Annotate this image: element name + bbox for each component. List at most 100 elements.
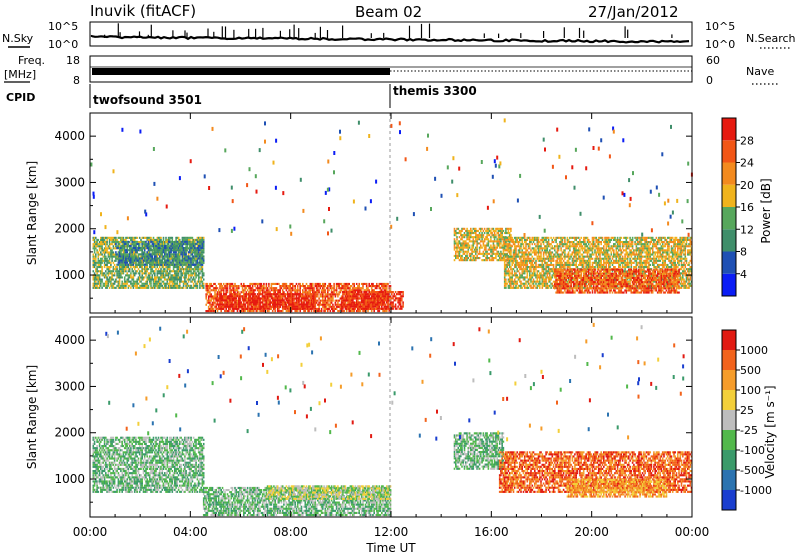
power-echo-cell — [181, 238, 184, 241]
power-echo-cell — [264, 301, 266, 304]
power-echo-cell — [255, 287, 258, 290]
power-echo-cell — [135, 247, 137, 250]
power-echo-cell — [481, 227, 483, 230]
power-echo-cell — [175, 259, 177, 262]
power-echo-cell — [138, 278, 141, 281]
power-echo-cell — [345, 305, 348, 308]
power-echo-cell — [131, 253, 133, 256]
power-echo-cell — [143, 266, 146, 269]
power-echo-cell — [496, 252, 498, 255]
power-echo-cell — [337, 295, 339, 298]
power-echo-cell — [98, 278, 101, 281]
power-echo-cell — [360, 287, 363, 290]
nsky-trace — [90, 23, 690, 44]
power-echo-cell — [250, 301, 253, 304]
power-echo-cell — [329, 299, 332, 302]
power-echo-cell — [169, 236, 171, 239]
power-echo-cell — [289, 305, 291, 308]
power-echo-cell — [192, 238, 195, 241]
power-echo-cell — [191, 259, 194, 262]
power-echo-cell — [167, 247, 170, 250]
power-echo-cell — [461, 244, 463, 247]
power-echo-cell — [219, 293, 221, 296]
power-echo-cell — [112, 282, 115, 285]
power-echo-cell — [135, 266, 137, 269]
power-echo-cell — [472, 242, 475, 245]
power-echo-cell — [458, 252, 461, 255]
power-echo-cell — [199, 263, 201, 266]
power-echo-cell — [304, 305, 307, 308]
power-echo-cell — [384, 289, 387, 292]
power-echo-cell — [184, 259, 186, 262]
power-echo-cell — [182, 282, 185, 285]
power-echo-cell — [177, 263, 180, 266]
power-echo-cell — [291, 305, 294, 308]
power-echo-cell — [465, 257, 467, 260]
power-echo-cell — [220, 301, 222, 304]
power-echo-cell — [458, 229, 461, 232]
power-echo-cell — [93, 238, 96, 241]
power-echo-cell — [127, 236, 130, 239]
power-echo-cell — [127, 286, 130, 289]
power-echo-cell — [254, 282, 256, 285]
power-echo-cell — [150, 266, 152, 269]
power-echo-cell — [352, 303, 354, 306]
power-echo-cell — [142, 261, 145, 264]
power-echo-cell — [159, 240, 161, 243]
power-echo-cell — [100, 266, 102, 269]
freq-unit-label: [MHz] — [4, 68, 36, 81]
power-echo-cell — [486, 250, 488, 253]
power-echo-cell — [396, 293, 398, 296]
power-echo-cell — [468, 234, 471, 237]
power-echo-cell — [105, 241, 107, 244]
power-echo-cell — [196, 282, 199, 285]
power-echo-cell — [231, 299, 234, 302]
power-echo-cell — [97, 243, 100, 246]
power-echo-cell — [476, 236, 478, 239]
power-echo-cell — [181, 243, 184, 246]
power-echo-cell — [145, 286, 147, 289]
power-echo-cell — [238, 299, 240, 302]
power-echo-cell — [141, 249, 143, 252]
power-echo-cell — [202, 284, 205, 287]
power-echo-cell — [318, 303, 320, 306]
power-echo-cell — [289, 293, 291, 296]
power-echo-cell — [116, 268, 118, 271]
power-echo-cell — [93, 284, 96, 287]
power-echo-cell — [255, 305, 258, 308]
power-echo-cell — [187, 236, 190, 239]
power-echo-cell — [161, 242, 164, 245]
power-echo-cell — [278, 293, 280, 296]
power-echo-cell — [470, 248, 472, 251]
power-echo-cell — [192, 249, 195, 252]
power-echo-cell — [170, 274, 172, 277]
power-echo-cell — [353, 297, 355, 300]
power-echo-cell — [151, 245, 154, 248]
power-echo-cell — [475, 238, 477, 241]
power-echo-cell — [271, 305, 274, 308]
power-echo-cell — [233, 289, 235, 292]
power-echo-cell — [187, 270, 190, 273]
power-echo-cell — [240, 303, 243, 306]
power-echo-cell — [202, 278, 205, 281]
power-echo-cell — [128, 268, 131, 271]
power-echo-cell — [241, 303, 244, 306]
power-echo-cell — [177, 261, 180, 264]
power-echo-cell — [199, 257, 201, 260]
power-echo-cell — [458, 236, 461, 239]
power-echo-cell — [386, 293, 388, 296]
power-echo-cell — [217, 307, 220, 310]
power-echo-cell — [308, 301, 310, 304]
power-echo-cell — [258, 297, 260, 300]
power-echo-cell — [368, 299, 370, 302]
power-echo-cell — [179, 241, 181, 244]
power-echo-cell — [358, 307, 360, 310]
power-echo-cell — [280, 297, 283, 300]
power-echo-cell — [460, 242, 462, 245]
power-echo-cell — [176, 284, 179, 287]
power-echo-cell — [133, 253, 136, 256]
power-echo-cell — [142, 263, 145, 266]
power-echo-cell — [127, 240, 130, 243]
power-echo-cell — [381, 305, 383, 308]
power-echo-cell — [382, 297, 384, 300]
